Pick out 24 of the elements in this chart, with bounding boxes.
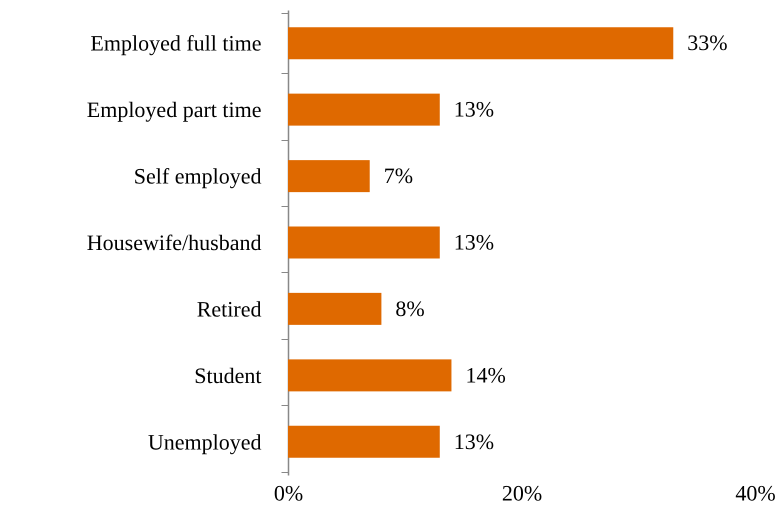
y-tick-label: Retired [196,296,262,322]
data-label: 13% [454,96,494,122]
x-tick-label: 0% [274,480,304,506]
y-tick-label: Self employed [134,164,262,189]
y-tick-label: Student [194,362,262,388]
bar [288,359,452,392]
data-label: 13% [454,428,494,454]
x-tick-label: 20% [502,480,542,506]
bar [288,27,674,60]
data-label: 33% [687,30,728,56]
data-label: 8% [395,296,425,321]
x-tick-label: 40% [735,480,776,506]
y-tick-label: Employed part time [86,97,262,122]
bar [288,160,370,192]
bar [288,226,440,258]
data-label: 14% [465,362,506,388]
bar [288,94,440,126]
bar [288,426,440,458]
y-tick-label: Unemployed [148,429,262,454]
bar [288,292,382,325]
data-label: 13% [454,230,494,254]
data-label: 7% [384,163,414,188]
y-tick-label: Employed full time [90,30,262,56]
y-tick-label: Housewife/husband [86,230,262,255]
